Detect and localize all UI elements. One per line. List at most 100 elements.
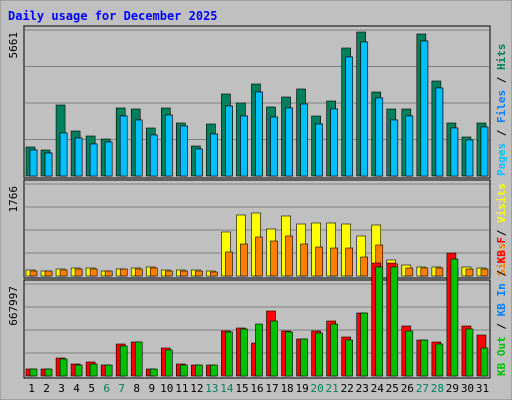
bar-visits-sites-day-26 xyxy=(405,267,414,277)
bar-hits-pages-day-27 xyxy=(420,40,429,177)
bar-visits-sites-day-11 xyxy=(180,270,188,277)
legend-entry-files: Files xyxy=(495,90,508,123)
bar-visits-sites-day-2 xyxy=(44,270,53,277)
y-max-label-kbytes: 667997 xyxy=(7,286,20,326)
bar-kbytes-kb-out-day-9 xyxy=(149,368,158,377)
day-label-13: 13 xyxy=(205,382,218,395)
day-label-21: 21 xyxy=(326,382,339,395)
bar-hits-pages-day-13 xyxy=(210,133,218,177)
legend-separator: / xyxy=(495,123,508,143)
legend-visits: Sites / Visits xyxy=(495,183,508,276)
bar-kbytes-kb-out-day-30 xyxy=(465,328,474,377)
bar-visits-sites-day-31 xyxy=(480,268,489,277)
bar-visits-sites-day-9 xyxy=(149,267,158,277)
bar-hits-pages-day-9 xyxy=(149,134,158,177)
chart-panels: 5661 1766 667997 xyxy=(7,25,491,379)
legend-separator: / xyxy=(495,263,508,283)
bar-kbytes-kb-out-day-24 xyxy=(375,266,384,377)
bar-visits-sites-day-14 xyxy=(225,251,233,277)
bar-hits-pages-day-19 xyxy=(300,103,308,177)
bar-kbytes-kb-out-day-8 xyxy=(134,341,143,377)
bar-hits-pages-day-26 xyxy=(405,115,414,177)
bar-kbytes-kb-out-day-22 xyxy=(345,339,353,377)
day-label-6: 6 xyxy=(103,382,110,395)
bar-hits-pages-day-18 xyxy=(285,107,293,177)
day-label-16: 16 xyxy=(250,382,263,395)
legend-entry-pages: Pages xyxy=(495,143,508,176)
bar-visits-sites-day-16 xyxy=(255,236,263,277)
bar-kbytes-kb-out-day-6 xyxy=(104,364,113,377)
bar-kbytes-kb-out-day-29 xyxy=(450,258,459,377)
bar-visits-sites-day-5 xyxy=(89,268,98,277)
bar-visits-sites-day-13 xyxy=(210,271,218,277)
bar-kbytes-kb-out-day-15 xyxy=(240,328,248,377)
legend-entry-visits: Visits xyxy=(495,183,508,223)
day-label-18: 18 xyxy=(280,382,293,395)
day-label-30: 30 xyxy=(461,382,474,395)
bar-hits-pages-day-17 xyxy=(270,116,278,177)
bar-visits-sites-day-6 xyxy=(104,270,113,277)
legend-entry-kb-out: KB Out xyxy=(495,336,508,376)
legend-entry-kb-in: KB In xyxy=(495,283,508,316)
bar-kbytes-kb-out-day-16 xyxy=(255,323,263,377)
day-label-26: 26 xyxy=(401,382,414,395)
day-axis-labels: 1 2 3 4 5 6 7 8 9 10 11 12 13 14 15 16 17 18 19 20 21 22 23 24 2… xyxy=(28,382,489,395)
bar-kbytes-kb-out-day-28 xyxy=(435,343,444,377)
bar-visits-sites-day-10 xyxy=(164,270,173,277)
day-label-17: 17 xyxy=(265,382,278,395)
bar-kbytes-kb-out-day-2 xyxy=(44,368,53,377)
bar-kbytes-kb-out-day-10 xyxy=(164,349,173,377)
bar-kbytes-kb-out-day-7 xyxy=(119,345,128,377)
day-label-24: 24 xyxy=(371,382,385,395)
bar-kbytes-kb-out-day-20 xyxy=(315,332,323,377)
legend-separator: / xyxy=(495,316,508,336)
day-label-25: 25 xyxy=(386,382,399,395)
bar-hits-pages-day-6 xyxy=(104,141,113,177)
bar-hits-pages-day-7 xyxy=(119,115,128,177)
bar-hits-pages-day-14 xyxy=(225,105,233,177)
legend-separator: / xyxy=(495,223,508,243)
bar-kbytes-kb-out-day-25 xyxy=(390,266,399,377)
bar-hits-pages-day-20 xyxy=(315,123,323,177)
day-label-19: 19 xyxy=(295,382,308,395)
bar-visits-sites-day-19 xyxy=(300,243,308,277)
day-label-5: 5 xyxy=(88,382,95,395)
bar-hits-pages-day-5 xyxy=(89,143,98,177)
day-label-22: 22 xyxy=(341,382,354,395)
day-label-2: 2 xyxy=(43,382,50,395)
legend-entry-sites: Sites xyxy=(495,243,508,276)
day-label-29: 29 xyxy=(446,382,459,395)
bar-visits-sites-day-28 xyxy=(435,267,444,277)
bar-kbytes-kb-out-day-21 xyxy=(330,323,338,377)
panel-visits: 1766 xyxy=(7,179,491,279)
bar-visits-sites-day-21 xyxy=(330,247,338,277)
bar-kbytes-kb-out-day-14 xyxy=(225,331,233,377)
panel-hits: 5661 xyxy=(7,25,491,179)
legend-separator: / xyxy=(495,70,508,90)
bar-visits-sites-day-1 xyxy=(29,270,38,277)
bar-hits-pages-day-21 xyxy=(330,108,338,177)
y-max-label-hits: 5661 xyxy=(7,32,20,59)
legend-entry-kb-f: KB F xyxy=(495,237,508,264)
bar-hits-pages-day-23 xyxy=(360,41,369,177)
y-max-label-visits: 1766 xyxy=(7,186,20,213)
bar-kbytes-kb-out-day-18 xyxy=(285,331,293,377)
day-label-31: 31 xyxy=(476,382,489,395)
bar-hits-pages-day-10 xyxy=(164,114,173,177)
bar-visits-sites-day-8 xyxy=(134,268,143,277)
bar-kbytes-kb-out-day-31 xyxy=(480,347,489,377)
bar-hits-pages-day-12 xyxy=(195,148,203,177)
bar-visits-sites-day-18 xyxy=(285,235,293,277)
bar-kbytes-kb-out-day-13 xyxy=(210,364,218,377)
bar-visits-sites-day-27 xyxy=(420,267,429,277)
bar-hits-pages-day-31 xyxy=(480,126,489,177)
bar-kbytes-kb-out-day-3 xyxy=(59,358,68,377)
chart-title: Daily usage for December 2025 xyxy=(8,9,218,23)
bar-kbytes-kb-out-day-4 xyxy=(74,364,83,377)
bar-visits-sites-day-12 xyxy=(195,270,203,277)
day-label-23: 23 xyxy=(356,382,369,395)
bar-kbytes-kb-out-day-26 xyxy=(405,330,414,377)
bar-hits-pages-day-29 xyxy=(450,127,459,177)
day-label-9: 9 xyxy=(148,382,155,395)
